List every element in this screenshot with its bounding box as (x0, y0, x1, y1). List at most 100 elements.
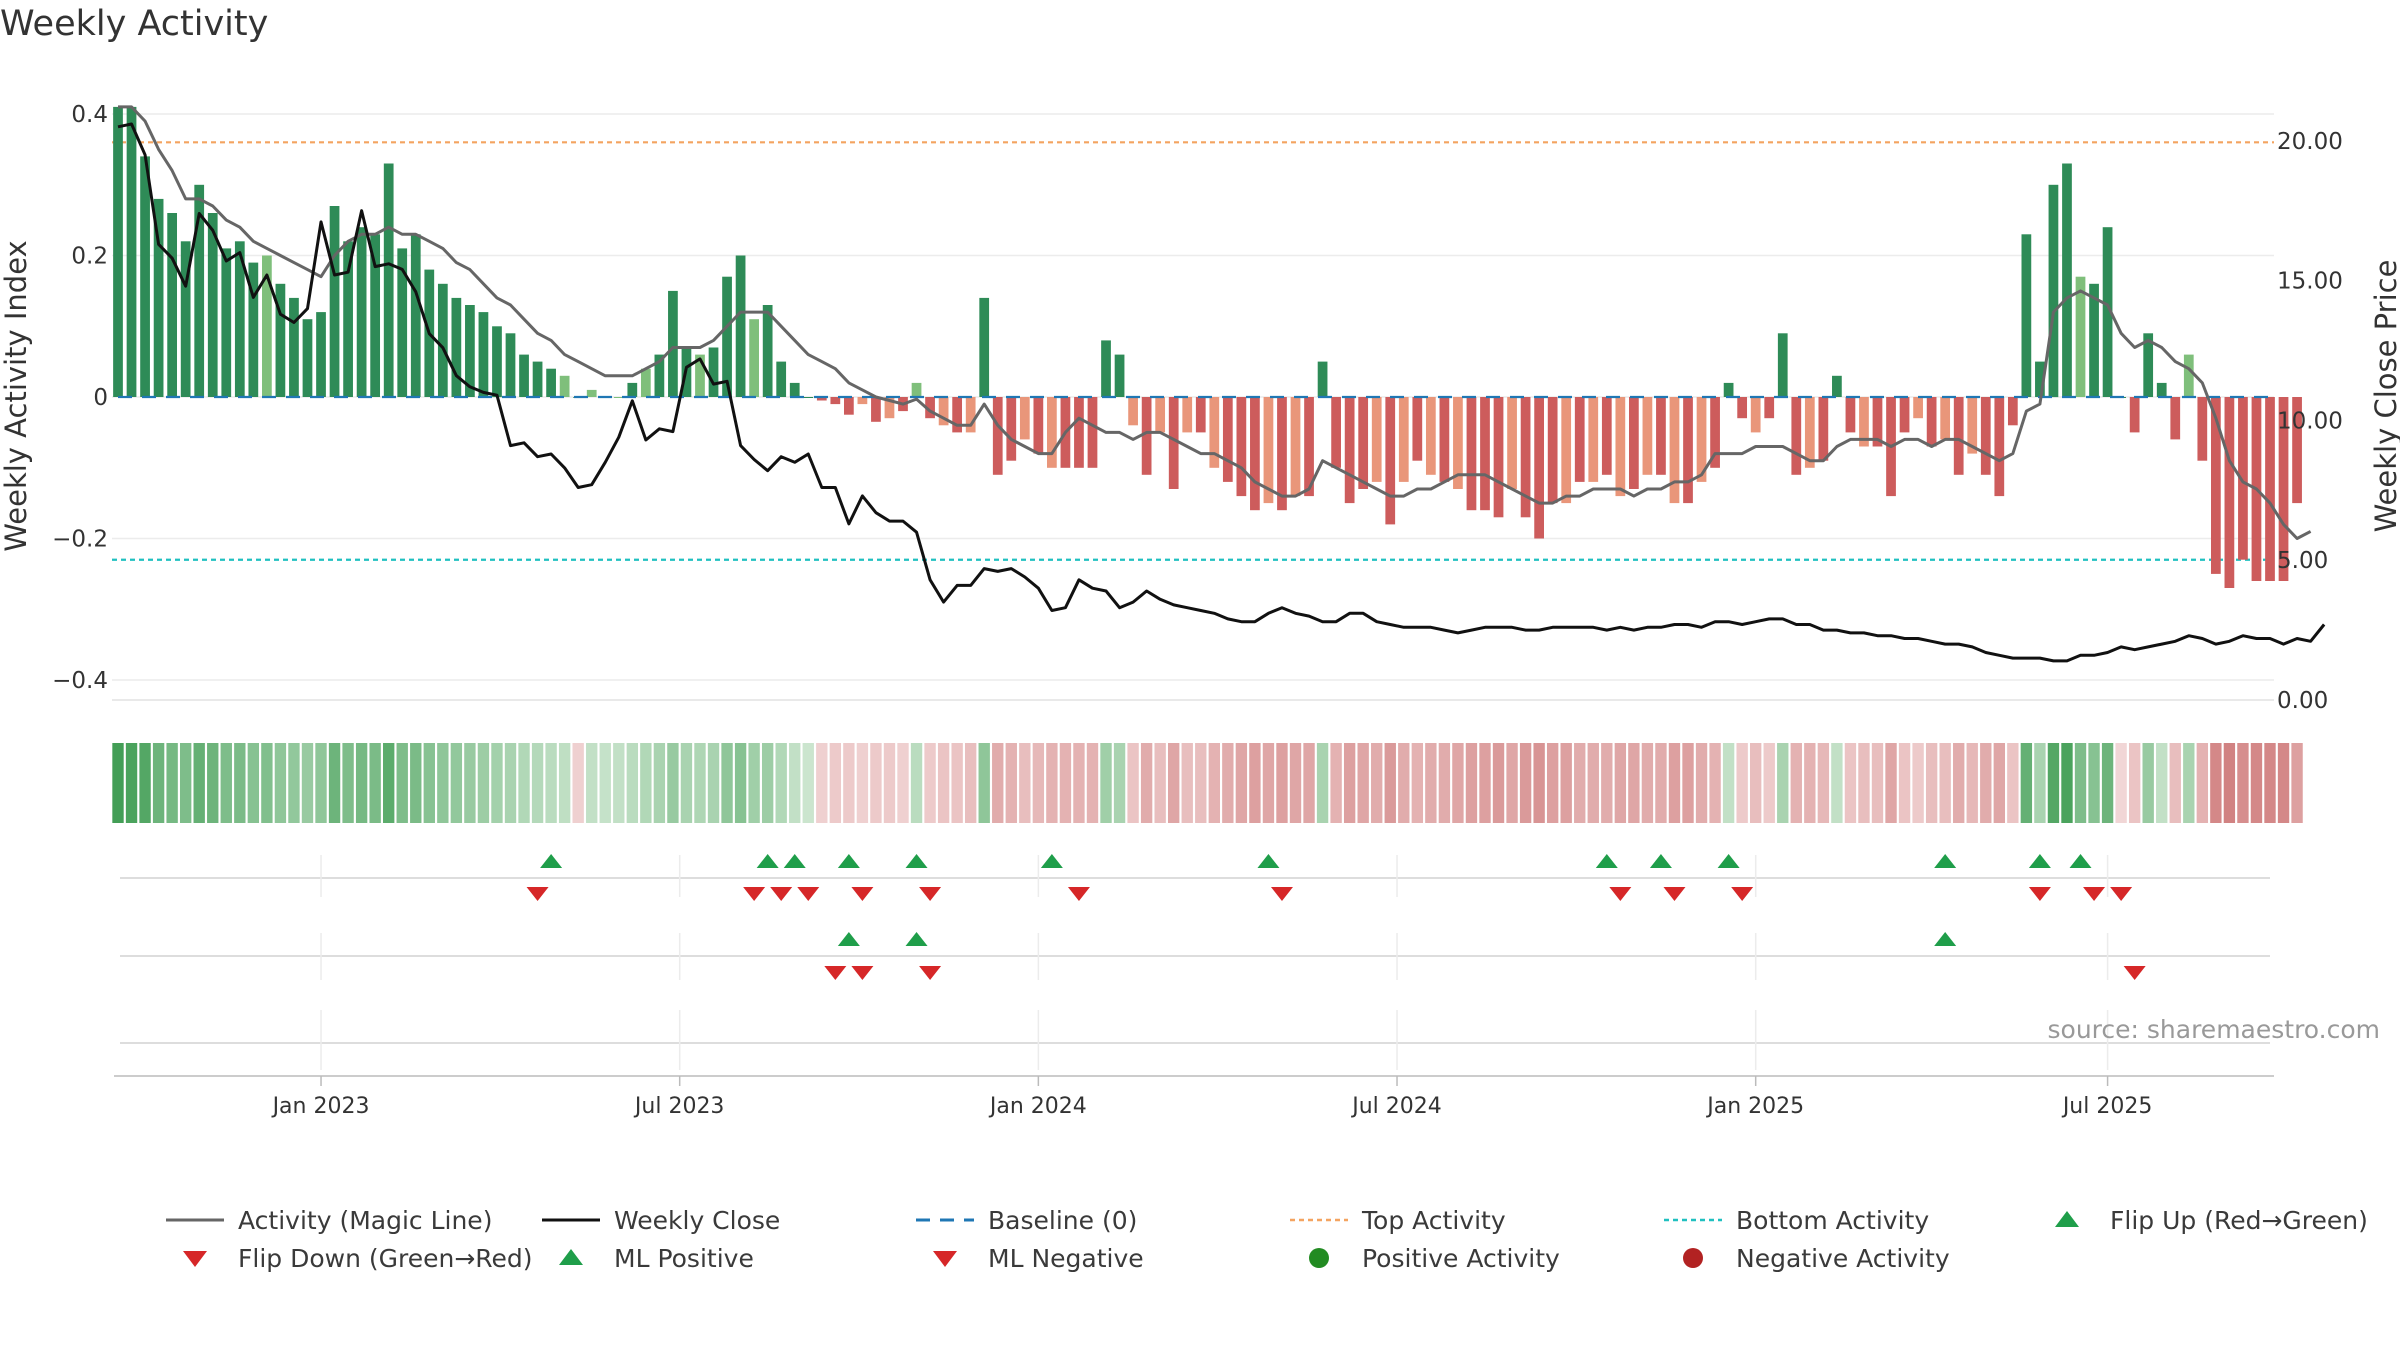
heat-cell (2128, 743, 2141, 823)
heat-cell (504, 743, 517, 823)
activity-bar (451, 297, 462, 397)
flip-up-marker (783, 854, 806, 868)
activity-bar (1696, 397, 1707, 482)
activity-bar (640, 368, 651, 397)
heat-cell (166, 743, 178, 823)
activity-bar (1453, 397, 1463, 489)
flip-up-marker (756, 854, 779, 868)
activity-bar (1358, 397, 1369, 489)
activity-bar (1033, 397, 1044, 454)
legend-label-positive-activity: Positive Activity (1362, 1243, 1560, 1273)
heat-cell (1925, 743, 1938, 823)
activity-bar (1290, 397, 1301, 497)
flip-up-marker (837, 854, 860, 868)
heat-cell (721, 743, 733, 823)
heat-cell (1343, 743, 1356, 823)
heat-cell (1059, 743, 1072, 823)
ml-negative-marker (919, 966, 942, 980)
flip-up-marker (2028, 854, 2051, 868)
heat-cell (450, 743, 463, 823)
flip-down-marker (1731, 887, 1754, 901)
activity-bar (1601, 397, 1612, 475)
flip-up-triangle-icon (2055, 1211, 2079, 1227)
heat-cell (2074, 743, 2087, 823)
heat-cell (2250, 743, 2263, 823)
activity-bar (2292, 397, 2302, 504)
activity-bar (1764, 397, 1775, 419)
heat-cell (1939, 743, 1951, 823)
activity-bar (2062, 163, 2072, 397)
heat-cell (2142, 743, 2154, 823)
heat-cell (1993, 743, 2005, 823)
heat-cell (1005, 743, 1017, 823)
heat-cell (951, 743, 963, 823)
activity-bar (1818, 397, 1829, 461)
heat-cell (1912, 743, 1924, 823)
heat-cell (383, 743, 395, 823)
heat-cell (829, 743, 842, 823)
activity-bar (695, 354, 705, 397)
activity-bar (1250, 397, 1260, 511)
flip-up-marker (540, 854, 563, 868)
activity-bar (586, 389, 597, 397)
heat-cell (613, 743, 625, 823)
activity-bar (1520, 397, 1531, 518)
activity-bar (938, 397, 949, 426)
activity-bar (2224, 397, 2235, 588)
activity-bar (2265, 397, 2275, 581)
heat-cell (586, 743, 598, 823)
heat-cell (1208, 743, 1220, 823)
activity-bar (302, 319, 313, 397)
heat-cell (640, 743, 652, 823)
heat-cell (315, 743, 327, 823)
activity-bar (884, 397, 895, 419)
heat-cell (2169, 743, 2181, 823)
heat-cell (992, 743, 1004, 823)
heat-cell (396, 743, 408, 823)
heat-cell (1371, 743, 1383, 823)
activity-bar (329, 206, 340, 397)
activity-bar (1750, 397, 1761, 433)
x-tick-label: Jan 2025 (1705, 1094, 1804, 1119)
heat-cell (220, 743, 232, 823)
legend-top-activity-swatch (1290, 1218, 1348, 1222)
flip-down-marker (526, 887, 549, 901)
heat-cell (924, 743, 936, 823)
activity-bar (1398, 397, 1409, 482)
activity-bar (654, 354, 665, 397)
heat-cell (423, 743, 435, 823)
heat-cell (2277, 743, 2290, 823)
heat-cell (1168, 743, 1180, 823)
heat-cell (531, 743, 544, 823)
legend-item-flip-down: Flip Down (Green→Red) (164, 1240, 533, 1276)
activity-bar (668, 290, 678, 397)
activity-bar (234, 241, 245, 397)
activity-bar (1222, 397, 1233, 482)
flip-down-marker (2110, 887, 2133, 901)
legend-baseline-swatch (916, 1218, 974, 1222)
heat-cell (775, 743, 787, 823)
heat-cell (1885, 743, 1897, 823)
heat-cell (1492, 743, 1505, 823)
activity-bar (1615, 397, 1626, 497)
activity-bar (248, 262, 259, 397)
heat-cell (437, 743, 449, 823)
activity-bar (1317, 361, 1328, 397)
flip-up-marker (1595, 854, 1618, 868)
legend-label-top-activity: Top Activity (1362, 1205, 1506, 1235)
heat-cell (2237, 743, 2249, 823)
heat-cell (491, 743, 503, 823)
activity-bar (2102, 227, 2113, 397)
activity-bar (1087, 397, 1098, 468)
activity-bar (505, 333, 516, 397)
heat-cell (1384, 743, 1396, 823)
activity-bar (1845, 397, 1856, 433)
activity-bar (816, 397, 827, 401)
chart-title: Weekly Activity (0, 4, 269, 44)
heat-cell (1154, 743, 1166, 823)
flip-up-marker (905, 854, 928, 868)
activity-bar (478, 312, 489, 397)
heat-cell (816, 743, 828, 823)
heat-cell (1086, 743, 1099, 823)
activity-bar (1926, 397, 1937, 447)
